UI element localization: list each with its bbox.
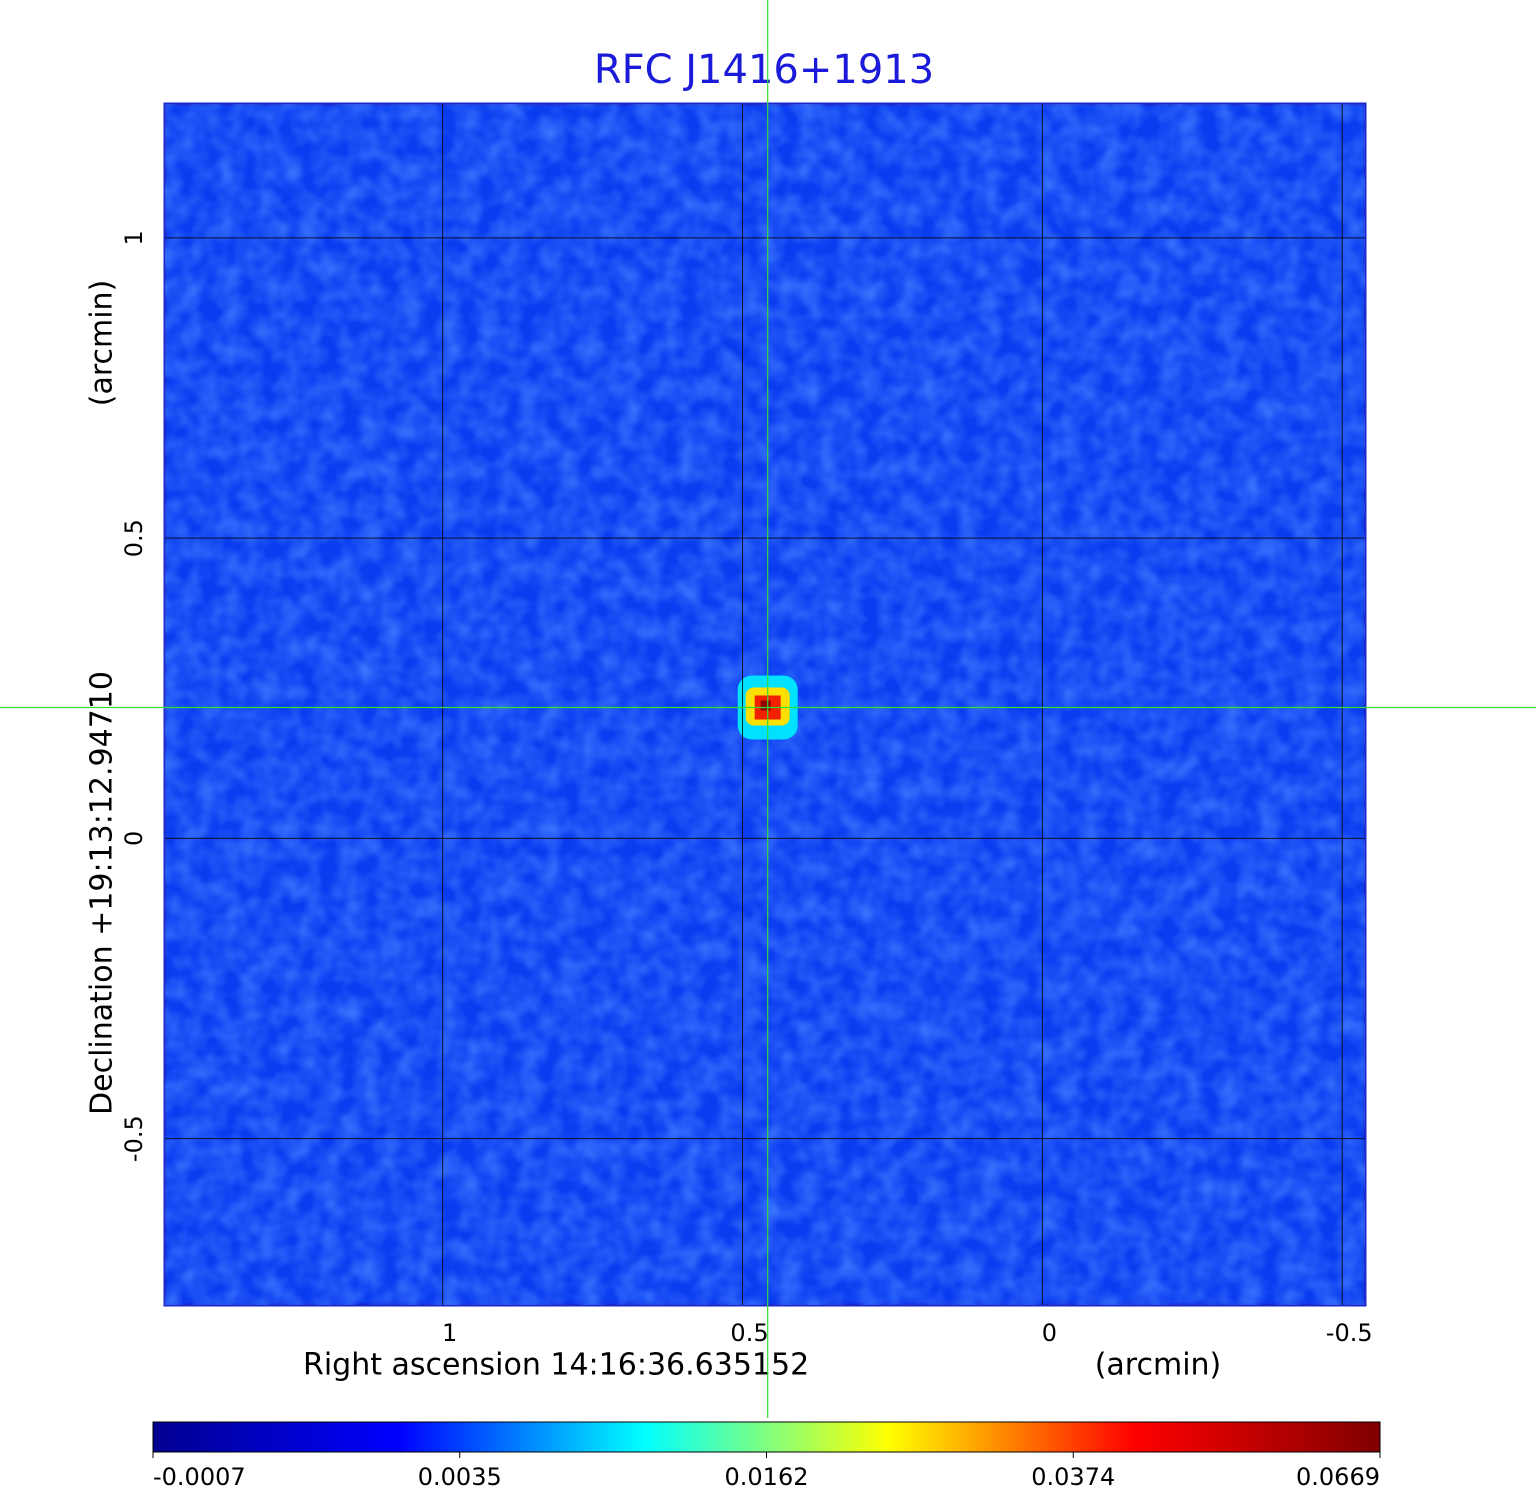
y-tick-label: 0.5 bbox=[120, 519, 148, 557]
colorbar-tick-label: 0.0035 bbox=[418, 1463, 502, 1491]
colorbar bbox=[152, 1421, 1381, 1453]
x-tick-label: -0.5 bbox=[1326, 1319, 1373, 1347]
chart-title: RFC J1416+1913 bbox=[594, 47, 934, 93]
y-tick-label: 1 bbox=[120, 230, 148, 245]
x-tick-label: 0.5 bbox=[730, 1319, 768, 1347]
y-axis-unit: (arcmin) bbox=[85, 280, 120, 407]
colorbar-tick-label: 0.0374 bbox=[1031, 1463, 1115, 1491]
colorbar-tick-label: 0.0669 bbox=[1296, 1463, 1380, 1491]
y-tick-label: 0 bbox=[120, 831, 148, 846]
colorbar-tick-label: 0.0162 bbox=[725, 1463, 809, 1491]
x-axis-unit: (arcmin) bbox=[1095, 1348, 1222, 1383]
source-peak bbox=[760, 700, 771, 711]
x-tick-label: 1 bbox=[442, 1319, 457, 1347]
x-tick-label: 0 bbox=[1042, 1319, 1057, 1347]
y-tick-label: -0.5 bbox=[120, 1115, 148, 1162]
y-axis-label: Declination +19:13:12.94710 bbox=[85, 671, 120, 1115]
colorbar-tick-label: -0.0007 bbox=[153, 1463, 246, 1491]
x-axis-label: Right ascension 14:16:36.635152 bbox=[303, 1348, 809, 1383]
